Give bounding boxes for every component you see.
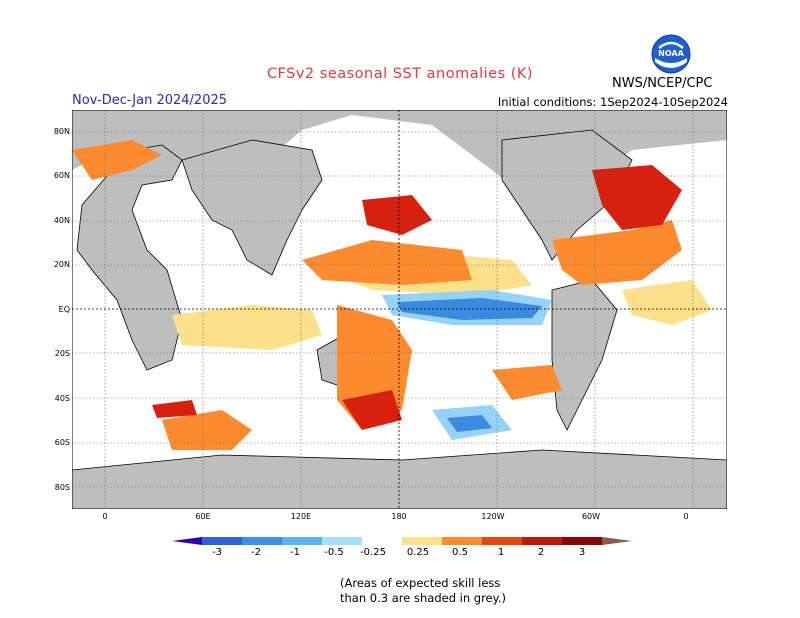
noaa-logo: NOAA: [651, 34, 691, 74]
colorbar-segment: [482, 537, 523, 545]
colorbar-segment: [562, 537, 603, 545]
noaa-logo-text: NOAA: [658, 49, 684, 58]
initial-conditions-label: Initial conditions: 1Sep2024-10Sep2024: [497, 95, 728, 109]
antarctica-landmass: [72, 449, 727, 509]
colorbar-tick: -1: [290, 547, 300, 558]
lat-label: 60N: [53, 171, 70, 180]
colorbar-segment: [442, 537, 483, 545]
skill-footnote: (Areas of expected skill less than 0.3 a…: [340, 576, 540, 606]
colorbar-segment: [202, 537, 243, 545]
lat-label: 40S: [54, 394, 70, 403]
lon-label: 120E: [290, 512, 312, 521]
lon-label: 0: [683, 512, 689, 521]
lon-label: 180: [391, 512, 407, 521]
lat-label: 60S: [54, 438, 70, 447]
colorbar-segment: [282, 537, 323, 545]
africa-europe-landmass: [76, 144, 183, 371]
lon-label: 60W: [581, 512, 601, 521]
lat-label: 80S: [54, 483, 70, 492]
skill-footnote-line1: (Areas of expected skill less: [340, 576, 501, 590]
colorbar-tick: 3: [578, 547, 586, 558]
colorbar-segment: [242, 537, 283, 545]
season-label: Nov-Dec-Jan 2024/2025: [72, 93, 228, 108]
asia-landmass: [181, 139, 323, 276]
colorbar-tick: 1: [497, 547, 505, 558]
colorbar-segment: [172, 537, 202, 545]
colorbar-segment: [522, 537, 563, 545]
lat-label: 40N: [53, 216, 70, 225]
lon-label: 60E: [195, 512, 211, 521]
lon-label: 120W: [481, 512, 505, 521]
lat-label: 20N: [53, 260, 70, 269]
colorbar-tick: -3: [212, 547, 222, 558]
colorbar-segment: [602, 537, 632, 545]
color-scale-bar: [172, 537, 632, 545]
colorbar-tick: -0.5: [324, 547, 344, 558]
agency-label: NWS/NCEP/CPC: [612, 76, 713, 91]
colorbar-tick: 0.5: [452, 547, 468, 558]
colorbar-segment: [402, 537, 443, 545]
sst-anomaly-map: [72, 110, 727, 509]
lon-label: 0: [102, 512, 108, 521]
skill-footnote-line2: than 0.3 are shaded in grey.): [340, 591, 506, 605]
lat-label: 80N: [53, 127, 70, 136]
colorbar-tick: -2: [251, 547, 261, 558]
colorbar-tick: -0.25: [360, 547, 386, 558]
lat-label: EQ: [58, 305, 70, 314]
colorbar-segment: [362, 537, 403, 545]
lat-label: 20S: [54, 349, 70, 358]
colorbar-segment: [322, 537, 363, 545]
map-title: CFSv2 seasonal SST anomalies (K): [266, 66, 534, 82]
colorbar-tick: 0.25: [406, 547, 430, 558]
colorbar-tick: 2: [537, 547, 545, 558]
